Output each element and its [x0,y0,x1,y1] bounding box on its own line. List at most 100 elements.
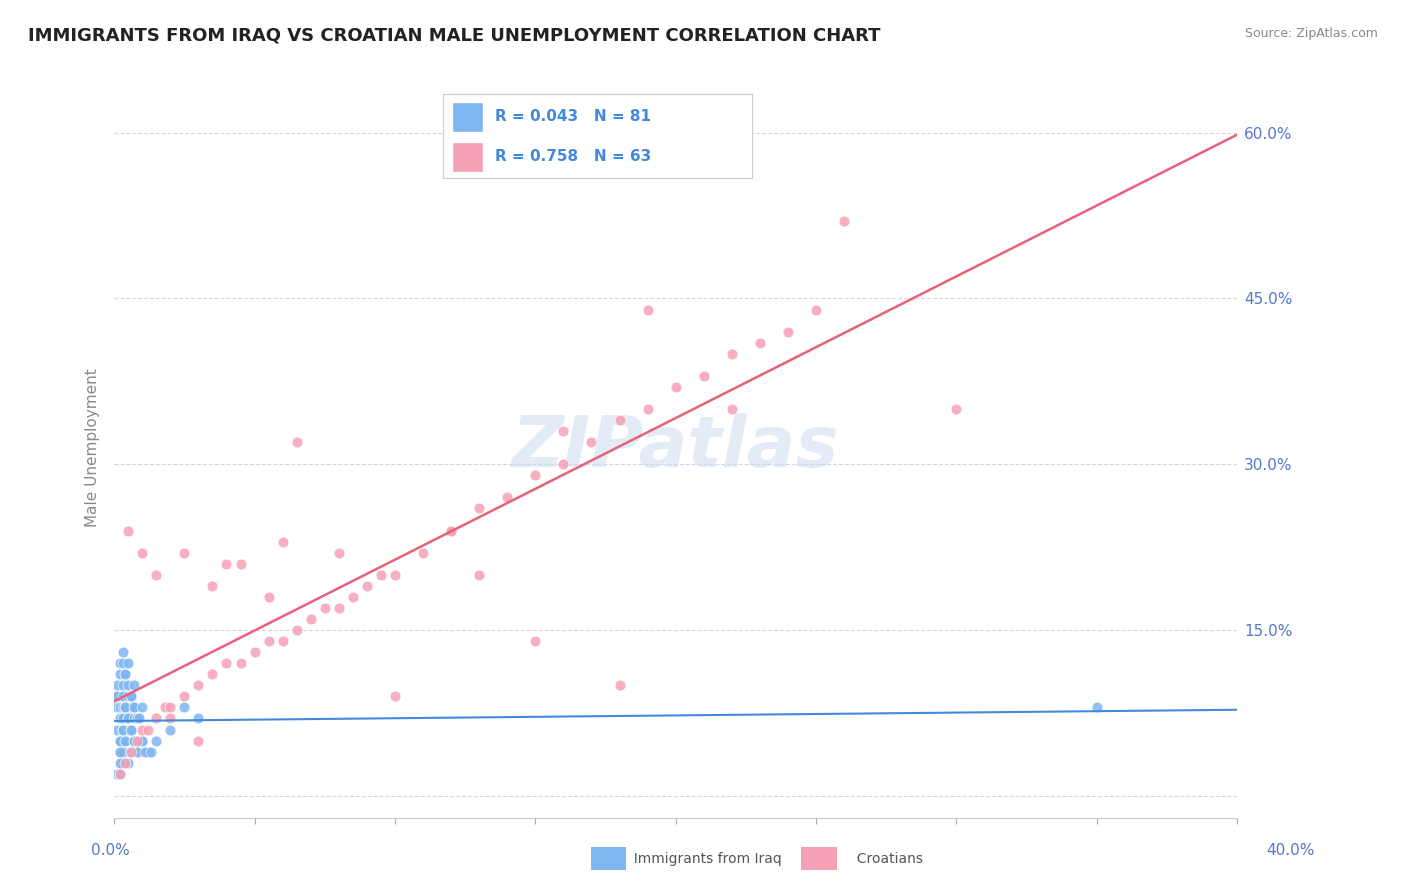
Point [114,667,136,681]
Point [131,546,153,560]
Point [117,690,139,704]
Point [111,745,134,759]
Point [105,766,128,780]
Point [720,402,742,417]
Point [120,723,142,737]
Y-axis label: Male Unemployment: Male Unemployment [86,368,100,527]
Point [945,402,967,417]
Point [105,690,128,704]
Point [117,711,139,725]
Point [153,700,176,714]
Point [108,766,131,780]
Point [111,690,134,704]
Point [370,567,392,582]
Point [120,723,142,737]
Text: ZIPatlas: ZIPatlas [512,413,839,483]
Point [125,745,148,759]
Point [285,435,308,450]
Point [257,590,280,604]
Point [173,546,195,560]
Text: R = 0.758   N = 63: R = 0.758 N = 63 [495,149,652,164]
Point [285,623,308,637]
Point [105,678,128,692]
Point [111,678,134,692]
Point [114,667,136,681]
Point [111,645,134,659]
Point [114,733,136,747]
Point [131,723,153,737]
Point [117,756,139,770]
Point [111,700,134,714]
Point [412,546,434,560]
Point [159,700,181,714]
Point [125,745,148,759]
Point [111,745,134,759]
Point [114,711,136,725]
Point [257,634,280,648]
Point [105,690,128,704]
Point [128,711,150,725]
Point [108,700,131,714]
Point [114,700,136,714]
Point [120,690,142,704]
Point [117,678,139,692]
Point [271,634,294,648]
Point [229,656,252,670]
Point [468,567,491,582]
Point [114,711,136,725]
Point [229,557,252,571]
Point [131,733,153,747]
Point [173,700,195,714]
Point [128,733,150,747]
Point [187,678,209,692]
Point [111,723,134,737]
Point [108,733,131,747]
Point [125,733,148,747]
Text: Immigrants from Iraq: Immigrants from Iraq [624,852,782,866]
Text: 0.0%: 0.0% [91,843,131,858]
Point [125,711,148,725]
Point [122,733,145,747]
Point [136,745,159,759]
Point [122,700,145,714]
Point [524,634,547,648]
Point [105,723,128,737]
Point [120,745,142,759]
Point [136,723,159,737]
Point [114,756,136,770]
Point [609,678,631,692]
Point [125,711,148,725]
Point [720,347,742,361]
Point [120,690,142,704]
Point [105,700,128,714]
Point [111,756,134,770]
Point [111,745,134,759]
Point [553,457,575,471]
Point [120,723,142,737]
Point [145,711,167,725]
Point [187,711,209,725]
Point [328,601,350,615]
Point [804,302,827,317]
Text: IMMIGRANTS FROM IRAQ VS CROATIAN MALE UNEMPLOYMENT CORRELATION CHART: IMMIGRANTS FROM IRAQ VS CROATIAN MALE UN… [28,27,880,45]
Point [173,690,195,704]
Point [108,733,131,747]
Point [581,435,603,450]
Point [108,711,131,725]
FancyBboxPatch shape [453,103,484,132]
Point [440,524,463,538]
Text: R = 0.043   N = 81: R = 0.043 N = 81 [495,109,651,124]
Point [609,413,631,427]
Point [384,567,406,582]
Point [117,656,139,670]
Text: Source: ZipAtlas.com: Source: ZipAtlas.com [1244,27,1378,40]
Point [120,700,142,714]
Point [139,745,162,759]
Point [108,756,131,770]
Point [201,667,224,681]
Point [665,380,688,394]
Text: Croatians: Croatians [848,852,924,866]
Point [131,700,153,714]
Point [201,579,224,593]
FancyBboxPatch shape [453,142,484,171]
